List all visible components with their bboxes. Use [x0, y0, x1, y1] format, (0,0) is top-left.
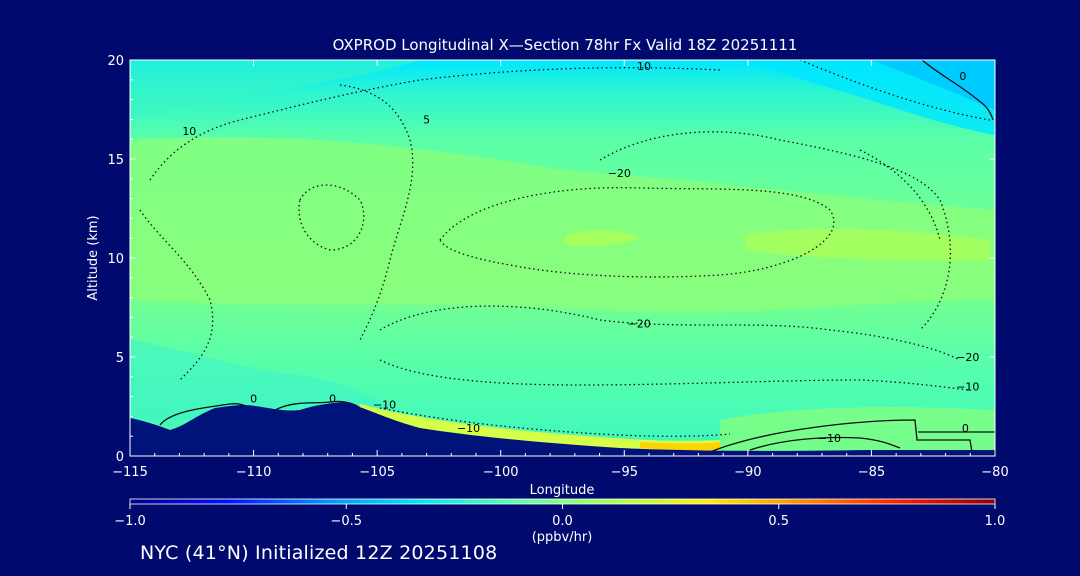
- contour-label-group: 10 10 0 5 −20 −20 −20 −10 0 0 −10 −10 −10 0: [182, 60, 979, 445]
- x-axis: −115 −110 −105 −100 −95 −90 −85 −80: [112, 60, 1009, 480]
- contour-label: −10: [457, 422, 480, 435]
- field-high-patch-2: [745, 228, 990, 261]
- contour-line: [379, 359, 971, 391]
- field-surface-orange: [640, 442, 720, 451]
- run-info: NYC (41°N) Initialized 12Z 20251108: [140, 542, 498, 564]
- x-tick-label: −95: [611, 465, 638, 480]
- y-tick-label: 10: [107, 252, 124, 267]
- y-axis-label: Altitude (km): [86, 215, 101, 300]
- x-tick-label: −80: [981, 465, 1008, 480]
- y-tick-label: 0: [116, 450, 124, 465]
- contour-line: [859, 149, 941, 241]
- contour-label: 0: [959, 70, 966, 83]
- y-tick-label: 15: [107, 153, 124, 168]
- contour-label: 0: [250, 393, 257, 406]
- x-tick-label: −105: [359, 465, 395, 480]
- contour-label: −20: [956, 351, 979, 364]
- colorbar: [129, 498, 996, 505]
- contour-line: [379, 407, 731, 437]
- contour-lines: [139, 60, 995, 453]
- contour-label: −10: [956, 381, 979, 394]
- contour-label: 10: [182, 125, 196, 138]
- y-tick-label: 5: [116, 351, 124, 366]
- colorbar-tick-label: 0.5: [768, 514, 789, 529]
- contour-line: [439, 186, 835, 278]
- colorbar-label: (ppbv/hr): [532, 530, 593, 545]
- field-upper-left-low: [130, 60, 420, 120]
- colorbar-tick-label: −0.5: [330, 514, 362, 529]
- field-mid-band: [130, 137, 995, 313]
- contour-label: −10: [373, 398, 396, 411]
- colorbar-ticks: −1.0 −0.5 0.0 0.5 1.0: [114, 504, 1005, 529]
- x-tick-label: −100: [483, 465, 519, 480]
- contour-label: −20: [608, 167, 631, 180]
- x-tick-label: −115: [112, 465, 148, 480]
- colorbar-tick-label: 1.0: [985, 514, 1006, 529]
- contour-line: [599, 131, 951, 331]
- field-layer: [130, 60, 995, 456]
- contour-line-solid: [274, 400, 361, 411]
- x-axis-label: Longitude: [530, 483, 595, 498]
- field-right-surface: [720, 407, 995, 452]
- x-tick-label: −110: [236, 465, 272, 480]
- chart-title: OXPROD Longitudinal X—Section 78hr Fx Va…: [333, 36, 798, 54]
- field-lower-cyanish: [130, 340, 420, 420]
- terrain: [130, 402, 995, 456]
- contour-line-solid: [749, 436, 901, 451]
- contour-line: [799, 60, 991, 121]
- contour-label: 0: [329, 393, 336, 406]
- contour-label: 5: [423, 113, 430, 126]
- contour-line-solid: [921, 60, 994, 121]
- contour-label: −10: [818, 432, 841, 445]
- colorbar-tick-label: 0.0: [552, 514, 573, 529]
- contour-label: 0: [962, 422, 969, 435]
- contour-label: 10: [637, 60, 651, 73]
- x-tick-label: −85: [858, 465, 885, 480]
- contour-line-solid: [709, 419, 973, 453]
- x-tick-label: −90: [734, 465, 761, 480]
- colorbar-tick-label: −1.0: [114, 514, 146, 529]
- field-high-patch-1: [565, 230, 640, 247]
- field-upper-right-lower: [870, 60, 995, 110]
- contour-line: [339, 84, 414, 341]
- y-axis: 0 5 10 15 20: [107, 54, 995, 465]
- y-tick-label: 20: [107, 54, 124, 69]
- contour-label: −20: [628, 317, 651, 330]
